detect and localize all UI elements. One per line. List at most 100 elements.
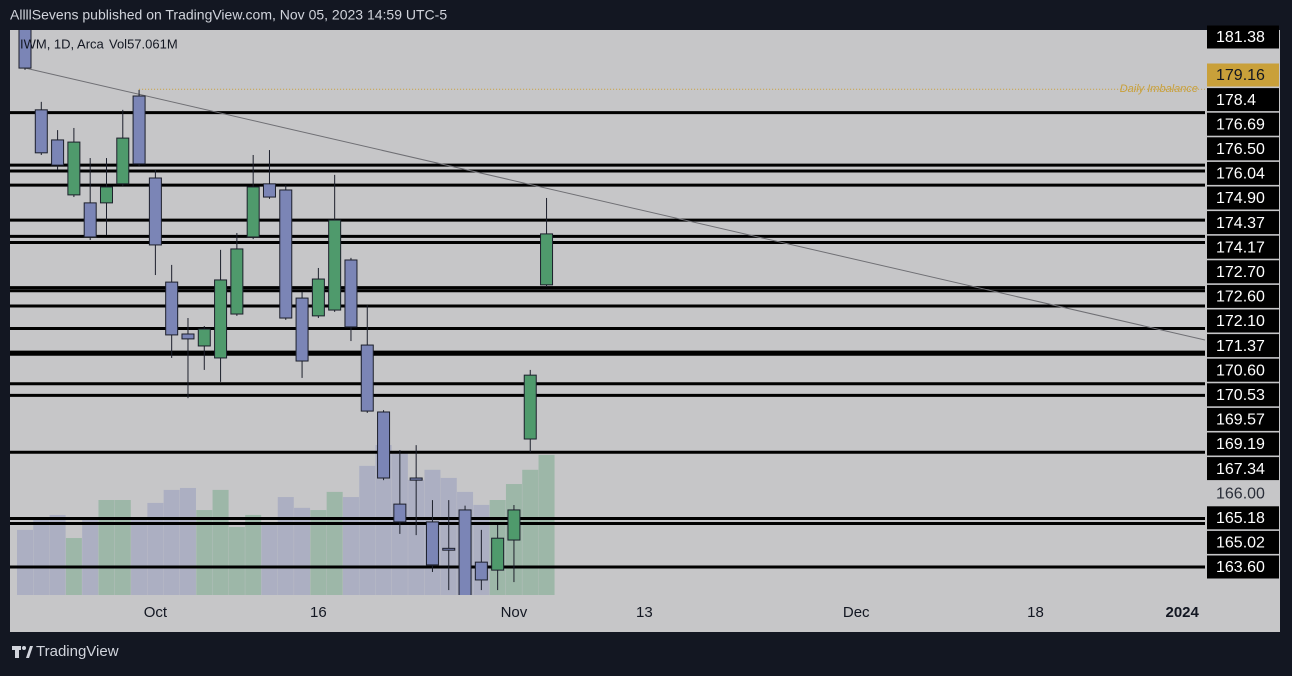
price-label: 174.37 <box>1216 215 1265 232</box>
price-label: 171.37 <box>1216 338 1265 355</box>
price-label: 165.02 <box>1216 535 1265 552</box>
price-label: 174.17 <box>1216 239 1265 256</box>
volume-bar <box>228 526 245 595</box>
candle-body <box>442 547 456 551</box>
price-label: 166.00 <box>1216 485 1265 502</box>
volume-bar <box>82 517 99 595</box>
candle-body <box>214 279 228 359</box>
candle-body <box>328 219 342 311</box>
price-label-box <box>1207 235 1279 259</box>
x-tick-label: 18 <box>1027 604 1044 621</box>
price-label: 181.38 <box>1216 29 1265 46</box>
volume-bar <box>212 489 229 595</box>
volume-bar <box>326 491 343 595</box>
price-label: 169.57 <box>1216 412 1265 429</box>
price-label: 165.18 <box>1216 510 1265 527</box>
volume-bar <box>163 489 180 595</box>
price-label-box <box>1207 137 1279 161</box>
candle-body <box>116 137 130 185</box>
volume-bar <box>49 514 66 595</box>
price-label: 170.53 <box>1216 387 1265 404</box>
price-label-box <box>1207 88 1279 112</box>
axes: Oct 16 Nov 13 Dec 18 2024 181.38 179.16 178.4 176.… <box>144 25 1279 621</box>
price-label-box <box>1207 383 1279 407</box>
candle-body <box>491 537 505 571</box>
volume-bar <box>33 519 50 595</box>
candle-body <box>165 281 179 336</box>
volume-bar <box>538 454 555 595</box>
candles <box>18 30 554 595</box>
price-label-box <box>1207 358 1279 382</box>
candle-body <box>377 411 391 479</box>
candle-body <box>523 374 537 440</box>
candle-body <box>230 248 244 315</box>
price-label-box <box>1207 506 1279 530</box>
candle-body <box>83 202 97 238</box>
price-label-box <box>1207 112 1279 136</box>
price-label-box <box>1207 211 1279 235</box>
price-label-box <box>1207 260 1279 284</box>
footer-brand: TradingView <box>36 643 119 660</box>
candle-body <box>279 189 293 319</box>
volume-bar <box>277 497 294 595</box>
candle-body <box>132 95 146 165</box>
volume-bar <box>147 502 164 595</box>
price-label-box <box>1207 432 1279 456</box>
candle-body <box>51 139 65 166</box>
candle-body <box>34 109 48 154</box>
volume-bar <box>294 507 311 595</box>
x-tick-label: 13 <box>636 604 653 621</box>
price-label-box <box>1207 25 1279 49</box>
volume-bar <box>114 499 131 595</box>
candle-body <box>18 30 32 69</box>
price-label-box <box>1207 309 1279 333</box>
candle-body <box>197 328 211 347</box>
candle-body <box>99 186 113 204</box>
candle-body <box>507 509 521 541</box>
x-tick-label: 2024 <box>1165 604 1199 621</box>
volume-bar <box>522 469 539 595</box>
price-label-box <box>1207 161 1279 185</box>
price-label: 174.90 <box>1216 190 1265 207</box>
volume-bar <box>342 497 359 595</box>
candle-body <box>409 477 423 481</box>
candle-body <box>246 186 260 238</box>
volume-bar <box>16 529 33 595</box>
price-label-box <box>1207 555 1279 579</box>
candle-body <box>540 233 554 286</box>
volume-bar <box>310 510 327 595</box>
price-label: 178.4 <box>1216 92 1256 109</box>
volume-bar <box>98 499 115 595</box>
candle-body <box>148 177 162 246</box>
price-label: 170.60 <box>1216 362 1265 379</box>
price-label: 172.10 <box>1216 313 1265 330</box>
price-label: 163.60 <box>1216 559 1265 576</box>
x-tick-label: Dec <box>843 604 870 621</box>
price-label-box <box>1207 530 1279 554</box>
volume-label: Vol57.061M <box>109 36 178 51</box>
candle-body <box>67 141 81 196</box>
price-label: 179.16 <box>1216 67 1265 84</box>
price-label-box <box>1207 457 1279 481</box>
levels <box>10 88 1205 569</box>
price-label-box <box>1207 63 1279 87</box>
candle-body <box>360 344 374 412</box>
price-label: 176.69 <box>1216 116 1265 133</box>
price-label: 167.34 <box>1216 461 1265 478</box>
candle-body <box>181 333 195 340</box>
candle-body <box>425 521 439 566</box>
volume-bar <box>196 510 213 595</box>
x-tick-label: Nov <box>501 604 528 621</box>
candle-body <box>344 259 358 328</box>
price-label-box <box>1207 334 1279 358</box>
volume-bar <box>245 514 262 595</box>
legend: IWM, 1D, Arca <box>20 36 105 51</box>
price-label-box <box>1207 186 1279 210</box>
price-label: 172.70 <box>1216 264 1265 281</box>
candle-body <box>393 503 407 523</box>
candle-body <box>295 297 309 362</box>
price-label: 176.04 <box>1216 166 1265 183</box>
volume-bar <box>131 517 148 595</box>
candle-body <box>458 509 472 595</box>
